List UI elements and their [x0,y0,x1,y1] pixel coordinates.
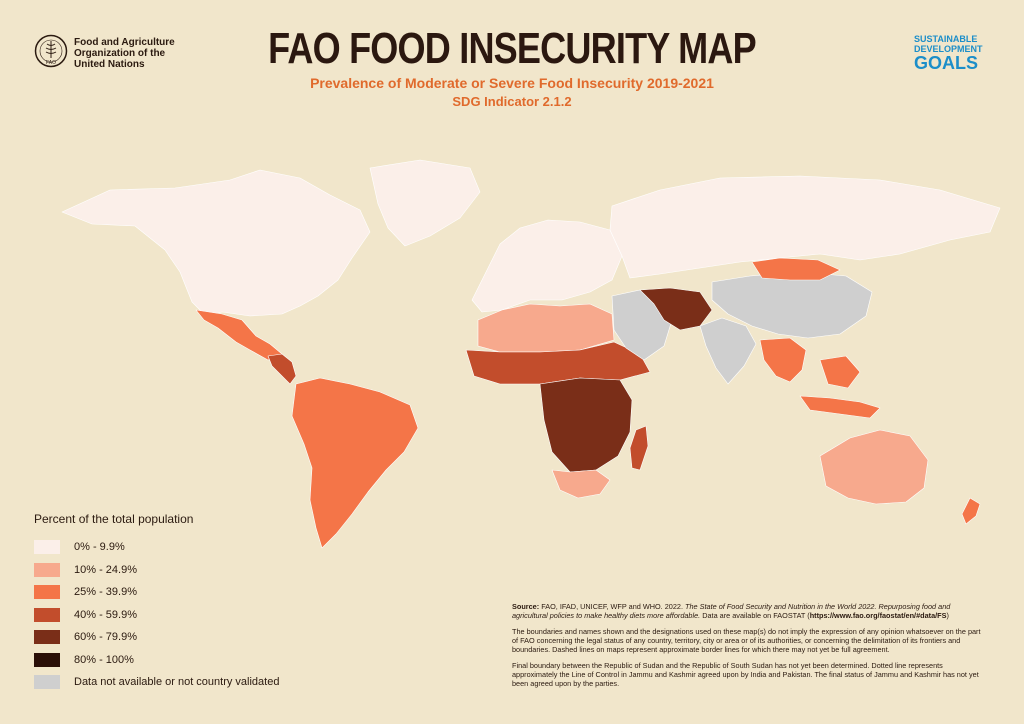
legend-swatch [34,607,60,622]
legend-label: 0% - 9.9% [74,541,125,554]
legend-label: 80% - 100% [74,653,134,666]
region-australia [819,429,929,505]
disclaimer-text: The boundaries and names shown and the d… [512,627,981,654]
region-north-america [61,169,371,317]
source-close: ) [946,611,949,620]
region-north-africa [477,303,615,353]
legend-item: 40% - 59.9% [34,604,279,627]
org-name-line2: Organization of the [74,48,166,59]
page-title: FAO FOOD INSECURITY MAP [268,24,756,73]
source-url: https://www.fao.org/faostat/en/#data/FS [809,611,947,620]
boundary-text: Final boundary between the Republic of S… [512,661,979,688]
legend-swatch [34,630,60,645]
region-southern-africa [551,469,611,499]
sdg-line3: GOALS [914,53,979,73]
legend-label: 40% - 59.9% [74,608,137,621]
legend: Percent of the total population 0% - 9.9… [34,512,279,694]
region-greenland [369,159,481,247]
org-name-line1: Food and Agriculture [74,37,175,48]
fao-logo-text: FAO [46,60,56,66]
page-subtitle: Prevalence of Moderate or Severe Food In… [310,75,714,91]
org-name-line3: United Nations [74,59,145,70]
org-name: Food and Agriculture Organization of the… [74,37,184,70]
legend-item: Data not available or not country valida… [34,671,279,694]
world-map [61,159,1001,549]
legend-swatch [34,562,60,577]
region-india [699,317,757,385]
legend-swatch [34,652,60,667]
sdg-line2: DEVELOPMENT [914,44,983,54]
legend-item: 10% - 24.9% [34,559,279,582]
source-label: Source: [512,602,540,611]
region-south-america [291,377,419,549]
legend-swatch [34,585,60,600]
legend-label: 25% - 39.9% [74,586,137,599]
legend-label: 10% - 24.9% [74,563,137,576]
region-mongolia [751,257,841,281]
region-sahel [465,341,651,385]
region-central-africa [539,377,633,473]
source-notes: Source: FAO, IFAD, UNICEF, WFP and WHO. … [512,602,988,695]
source-paragraph: Source: FAO, IFAD, UNICEF, WFP and WHO. … [512,602,988,620]
region-europe [471,219,623,313]
sdg-line1: SUSTAINABLE [914,34,978,44]
source-italic: The State of Food Security and Nutrition… [512,602,951,620]
legend-item: 60% - 79.9% [34,626,279,649]
source-avail: Data are available on FAOSTAT ( [702,611,810,620]
legend-swatch [34,540,60,555]
sdg-logo: SUSTAINABLE DEVELOPMENT GOALS [914,34,994,73]
legend-item: 0% - 9.9% [34,536,279,559]
legend-label: 60% - 79.9% [74,631,137,644]
region-madagascar [629,425,649,471]
region-southeast-asia [759,337,881,419]
source-text: FAO, IFAD, UNICEF, WFP and WHO. 2022. [541,602,683,611]
legend-item: 25% - 39.9% [34,581,279,604]
legend-item: 80% - 100% [34,649,279,672]
legend-swatch [34,675,60,690]
region-new-zealand [961,497,981,525]
region-mexico [195,309,283,361]
region-russia [609,175,1001,279]
sdg-indicator: SDG Indicator 2.1.2 [452,94,572,109]
legend-label: Data not available or not country valida… [74,676,280,689]
region-central-america [267,353,297,385]
legend-title: Percent of the total population [34,512,194,526]
fao-logo: FAO [34,34,68,68]
